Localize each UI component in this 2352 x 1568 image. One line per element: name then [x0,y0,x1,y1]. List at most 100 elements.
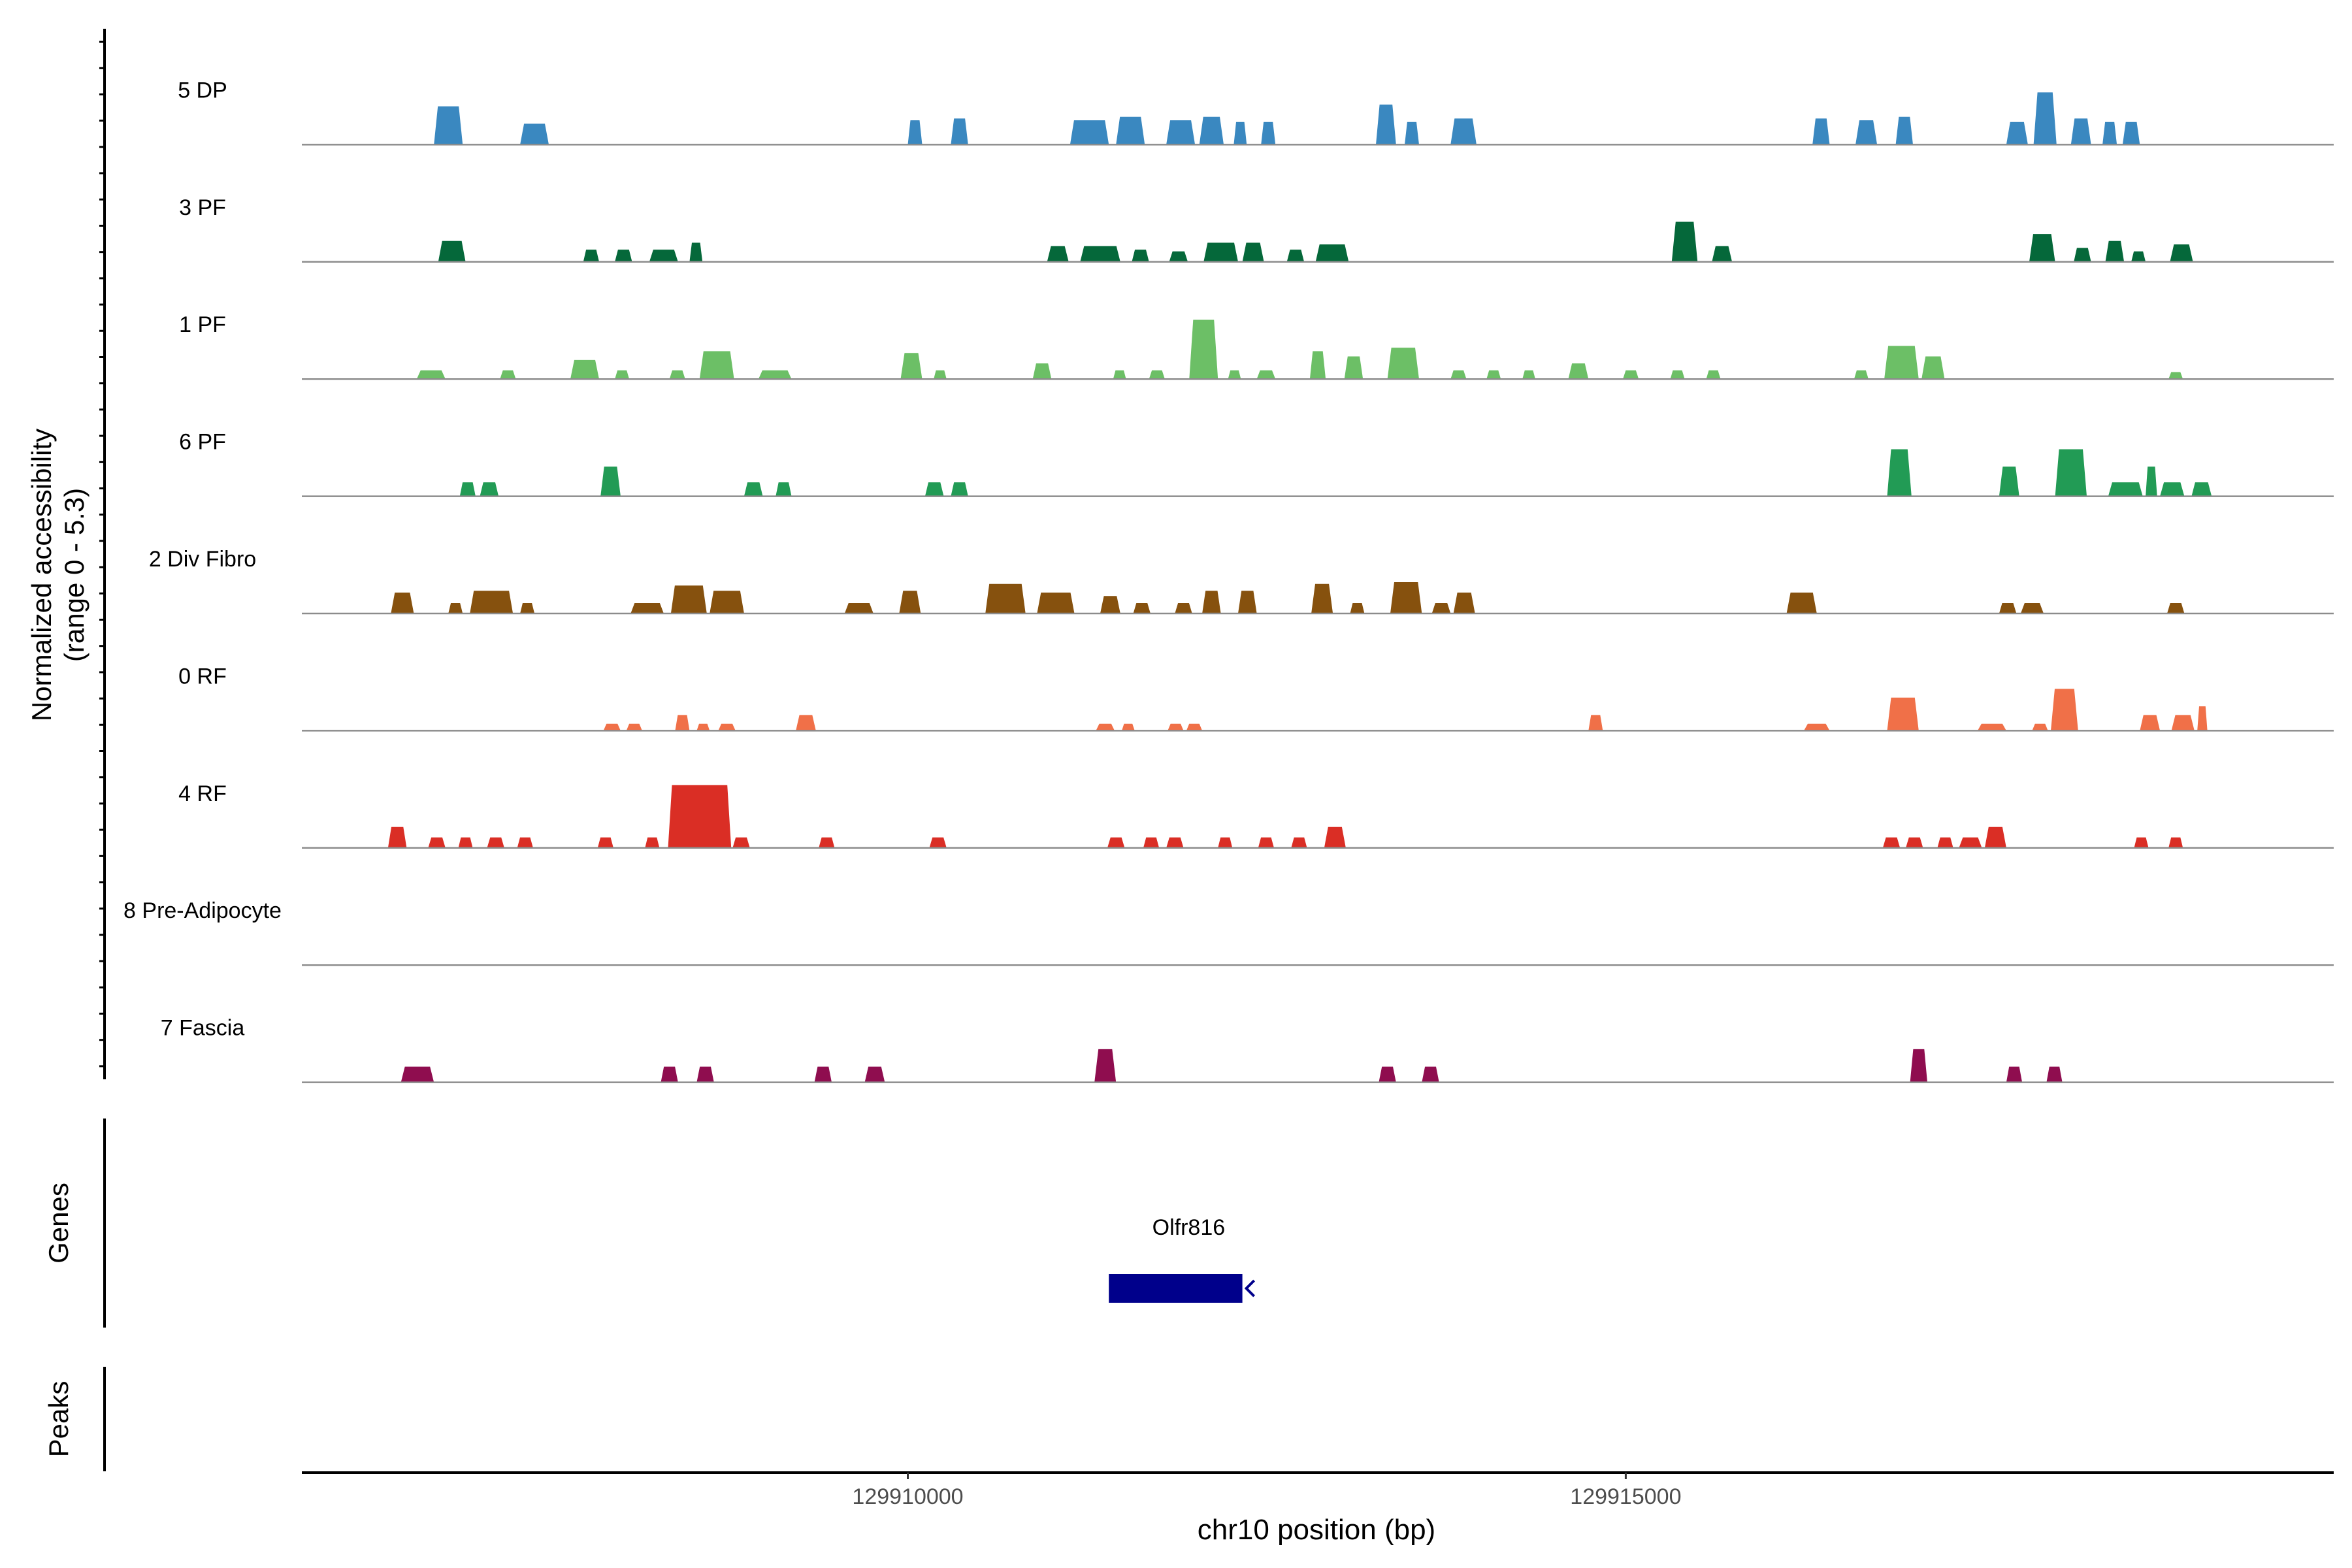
accessibility-peak [583,250,599,262]
accessibility-peak [1906,837,1923,848]
accessibility-peak [649,250,678,262]
accessibility-peak [2146,466,2157,497]
accessibility-peak [1149,370,1165,380]
accessibility-peak [1344,356,1364,380]
accessibility-peak [743,482,763,497]
track-label: 4 RF [178,781,227,806]
y-axis [99,29,106,1079]
accessibility-peak [1189,319,1218,380]
accessibility-peak [1999,603,2017,613]
accessibility-peak [929,837,947,848]
accessibility-peak [1450,370,1467,380]
accessibility-peak [1256,370,1276,380]
accessibility-peak [1261,122,1276,145]
accessibility-peak [2029,234,2055,262]
accessibility-peak [2051,689,2078,731]
x-axis: 129910000 129915000 [302,1471,2334,1509]
accessibility-peak [2033,92,2057,145]
accessibility-peak [1311,583,1333,613]
accessibility-peak [1032,363,1052,380]
accessibility-peak [1522,370,1535,380]
accessibility-peak [1670,370,1685,380]
track-label: 0 RF [178,664,227,689]
accessibility-peak [1937,837,1953,848]
accessibility-peak [1379,1066,1396,1083]
accessibility-peak [1286,250,1305,262]
accessibility-peak [428,837,446,848]
accessibility-peak [600,466,621,497]
accessibility-peak [2032,723,2048,731]
accessibility-peak [2160,482,2185,497]
accessibility-peak [500,370,516,380]
accessibility-peak [2134,837,2149,848]
accessibility-peak [400,1066,434,1083]
accessibility-peak [416,370,446,380]
accessibility-peak [951,482,968,497]
accessibility-peak [615,370,630,380]
accessibility-peak [597,837,613,848]
accessibility-peak [487,837,504,848]
accessibility-peak [1122,723,1135,731]
track-2-div-fibro [302,582,2334,615]
accessibility-peak [776,482,792,497]
accessibility-peak [480,482,499,497]
accessibility-peak [699,351,734,380]
accessibility-peak [1228,370,1241,380]
accessibility-peak [2168,372,2183,380]
peaks-panel: Peaks [43,1367,106,1471]
accessibility-peak [696,1066,714,1083]
accessibility-peak [1037,593,1075,613]
accessibility-peak [1623,370,1639,380]
accessibility-peak [2140,715,2161,731]
accessibility-peak [668,785,732,848]
accessibility-peak [1350,603,1365,613]
x-axis-tick-label: 129915000 [1570,1484,1681,1509]
accessibility-peak [1169,251,1188,262]
accessibility-peak [1238,591,1257,613]
accessibility-peak [1132,250,1149,262]
accessibility-peak [615,250,632,262]
accessibility-peak [626,723,642,731]
accessibility-peak [1258,837,1274,848]
accessibility-peak [603,723,621,731]
accessibility-peak [1422,1066,1439,1083]
accessibility-peak [2170,244,2193,262]
track-label: 2 Div Fibro [149,547,256,572]
accessibility-peak [520,123,549,145]
accessibility-peak [1884,346,1919,380]
accessibility-peak [669,370,685,380]
accessibility-peak [710,591,744,613]
accessibility-peak [1895,116,1913,145]
accessibility-peak [1387,348,1419,380]
accessibility-peak [1431,603,1451,613]
accessibility-peak [1315,244,1349,262]
y-axis-title: Normalized accessibility (range 0 - 5.3) [26,429,90,721]
accessibility-peak [1376,105,1396,145]
accessibility-peak [1175,603,1192,613]
accessibility-peak [2055,449,2087,497]
accessibility-peak [1070,120,1109,145]
accessibility-peak [900,353,923,380]
accessibility-peak [924,482,944,497]
accessibility-peak [1568,363,1589,380]
y-axis-title-line2: (range 0 - 5.3) [59,488,90,662]
peaks-panel-label: Peaks [43,1381,74,1458]
accessibility-peak [696,723,710,731]
accessibility-peak [1080,246,1120,262]
accessibility-peak [1882,837,1901,848]
accessibility-peak [2006,1066,2023,1083]
accessibility-peak [630,603,664,613]
accessibility-peak [2074,248,2091,262]
accessibility-peak [1133,603,1151,613]
accessibility-peak [1096,723,1115,731]
accessibility-peak [670,585,707,613]
accessibility-peak [1706,370,1721,380]
accessibility-peak [1910,1049,1927,1083]
accessibility-peak [438,240,466,262]
accessibility-peak [2122,122,2140,145]
accessibility-peak [814,1066,832,1083]
accessibility-peak [934,370,947,380]
accessibility-peak [2108,482,2143,497]
accessibility-peak [2168,837,2183,848]
